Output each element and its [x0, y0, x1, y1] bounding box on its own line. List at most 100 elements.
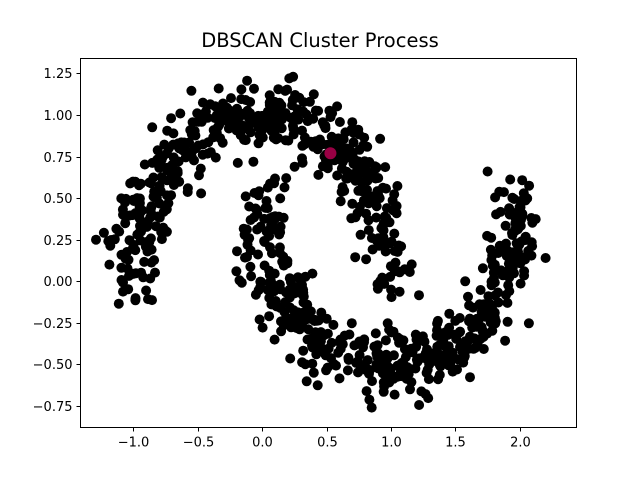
data-point [475, 333, 486, 344]
data-point [98, 227, 109, 238]
data-point [375, 133, 386, 144]
data-point [154, 198, 165, 209]
data-point [423, 374, 434, 385]
data-point [378, 386, 389, 397]
data-point [389, 228, 400, 239]
data-point [373, 189, 384, 200]
highlighted-point [324, 147, 337, 160]
data-point [321, 313, 332, 324]
data-point [406, 377, 417, 388]
data-point [301, 376, 312, 387]
data-point [241, 224, 252, 235]
data-point [493, 248, 504, 258]
data-point [226, 93, 236, 104]
data-point [326, 353, 336, 364]
data-point [264, 292, 275, 303]
data-point [333, 347, 344, 358]
data-point [189, 126, 200, 136]
data-point [501, 244, 512, 254]
data-point [444, 308, 455, 319]
data-point [168, 152, 179, 163]
data-point [277, 256, 288, 267]
data-point [147, 122, 158, 133]
data-point [186, 85, 197, 96]
data-point [513, 246, 523, 257]
data-point [275, 227, 286, 238]
data-point [371, 201, 382, 212]
data-point [524, 180, 535, 191]
data-point [283, 135, 294, 146]
data-point [262, 182, 273, 193]
data-point [301, 109, 312, 120]
data-point [422, 364, 433, 375]
data-point [134, 213, 145, 224]
data-point [251, 204, 262, 215]
data-point [245, 245, 256, 256]
data-point [273, 211, 284, 222]
data-point [353, 367, 363, 378]
y-axis: 1.25 1.00 0.75 0.50 0.25 0.00 −0.25 −0.50 −0.75 [33, 67, 81, 415]
y-tick-label: 0.25 [44, 234, 73, 249]
data-point [487, 325, 498, 336]
data-point [367, 244, 378, 255]
data-point [109, 234, 120, 245]
y-tick-label: 0.50 [44, 192, 73, 207]
data-point [254, 314, 265, 325]
data-point [210, 152, 221, 163]
data-point [240, 135, 251, 146]
data-point [297, 140, 308, 151]
data-point [261, 226, 272, 237]
data-point [348, 137, 359, 148]
data-point [515, 202, 526, 213]
data-point [175, 108, 186, 119]
data-point [282, 84, 293, 95]
data-point [447, 366, 458, 377]
data-point [398, 335, 409, 346]
data-point [359, 334, 370, 345]
data-point [509, 268, 519, 279]
data-point [370, 328, 381, 339]
data-point [257, 322, 268, 333]
data-point [128, 196, 139, 206]
data-point [297, 153, 307, 164]
data-point [375, 234, 386, 245]
y-tick-label: 0.75 [44, 151, 73, 166]
data-point [139, 159, 150, 170]
data-point [264, 97, 275, 108]
data-point [346, 213, 357, 224]
data-point [250, 289, 261, 300]
data-point [400, 352, 411, 363]
data-point [349, 340, 360, 351]
data-point [246, 271, 257, 282]
data-point [515, 278, 526, 289]
data-point [312, 380, 323, 391]
data-point [262, 203, 273, 214]
data-point [500, 335, 511, 346]
data-point [168, 173, 179, 184]
data-point [236, 94, 247, 105]
data-point [523, 318, 534, 329]
data-point [264, 277, 275, 288]
data-point [253, 249, 263, 260]
data-point [354, 350, 365, 360]
highlighted-core-point [324, 147, 337, 160]
data-point [148, 191, 159, 202]
data-point [384, 363, 395, 374]
data-point [146, 201, 157, 212]
data-point [371, 212, 382, 223]
x-tick-label: 2.0 [510, 436, 531, 451]
data-point [348, 127, 359, 138]
data-point [114, 226, 125, 237]
data-point [369, 161, 380, 172]
data-point [370, 173, 381, 184]
data-point [334, 117, 345, 127]
data-point [166, 113, 177, 124]
data-point [245, 261, 256, 272]
data-point [517, 175, 528, 186]
data-point [364, 368, 374, 379]
y-tick-label: −0.75 [33, 400, 73, 415]
data-point [443, 329, 454, 340]
data-point [347, 117, 358, 128]
data-point [249, 83, 259, 94]
data-point [300, 359, 311, 370]
